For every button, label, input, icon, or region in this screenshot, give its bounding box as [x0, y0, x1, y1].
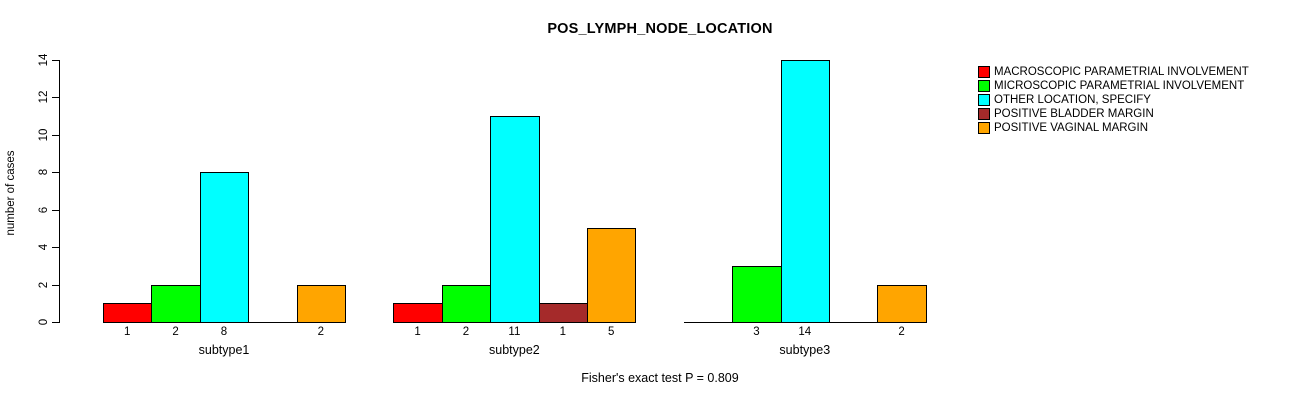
bar: [490, 116, 540, 323]
bar-value-label: 1: [414, 326, 421, 338]
bar: [877, 284, 927, 323]
y-axis-tick: [52, 172, 59, 174]
category-label: subtype3: [779, 343, 831, 357]
legend-label: POSITIVE VAGINAL MARGIN: [994, 122, 1149, 134]
y-axis-tick: [52, 134, 59, 136]
legend-item: OTHER LOCATION, SPECIFY: [978, 93, 1249, 107]
y-axis-tick: [52, 60, 59, 61]
bar: [199, 172, 250, 323]
bar-value-label: 14: [798, 326, 812, 338]
bar: [441, 284, 492, 323]
legend-label: MICROSCOPIC PARAMETRIAL INVOLVEMENT: [994, 80, 1245, 92]
y-tick-label: 10: [38, 128, 50, 142]
y-axis-line: [59, 60, 60, 323]
y-axis-tick: [52, 209, 59, 211]
legend-swatch: [978, 94, 990, 106]
legend-swatch: [978, 122, 990, 134]
bar-value-label: 5: [607, 326, 615, 338]
y-tick-label: 6: [38, 206, 50, 213]
y-axis-tick: [52, 284, 59, 286]
chart-title: POS_LYMPH_NODE_LOCATION: [547, 21, 773, 37]
bar-value-label: 2: [317, 326, 324, 338]
legend-item: MICROSCOPIC PARAMETRIAL INVOLVEMENT: [978, 79, 1249, 93]
y-tick-label: 8: [38, 169, 50, 176]
bar: [587, 228, 637, 323]
bar: [732, 265, 782, 323]
y-tick-label: 14: [38, 53, 50, 67]
category-label: subtype1: [198, 343, 250, 357]
y-tick-label: 2: [38, 281, 50, 288]
bar-value-label: 1: [559, 326, 566, 338]
bar-value-label: 1: [123, 326, 131, 338]
y-tick-label: 12: [38, 91, 50, 104]
legend-label: POSITIVE BLADDER MARGIN: [994, 108, 1154, 120]
category-label: subtype2: [489, 343, 540, 357]
bar-value-label: 11: [508, 326, 521, 338]
bar-value-label: 8: [220, 326, 228, 338]
bar: [780, 60, 830, 323]
y-axis-tick: [52, 247, 59, 249]
legend-item: POSITIVE VAGINAL MARGIN: [978, 121, 1249, 135]
bar-value-label: 2: [462, 326, 470, 338]
legend-item: POSITIVE BLADDER MARGIN: [978, 107, 1249, 121]
legend-swatch: [978, 66, 990, 78]
legend-swatch: [978, 80, 990, 92]
bar-value-label: 2: [898, 326, 905, 338]
bar-value-label: 3: [753, 326, 760, 338]
footer-annotation: Fisher's exact test P = 0.809: [581, 371, 739, 385]
y-axis-tick: [52, 97, 59, 99]
legend-label: OTHER LOCATION, SPECIFY: [994, 94, 1151, 106]
bar: [151, 284, 201, 323]
y-axis-tick: [52, 322, 59, 323]
legend: MACROSCOPIC PARAMETRIAL INVOLVEMENT MICRO…: [978, 65, 1249, 135]
bar: [538, 303, 588, 323]
legend-swatch: [978, 108, 990, 120]
legend-label: MACROSCOPIC PARAMETRIAL INVOLVEMENT: [994, 66, 1249, 78]
bar: [393, 303, 443, 323]
bar-value-label: 2: [172, 326, 179, 338]
bar: [296, 284, 346, 323]
bar: [103, 303, 153, 323]
y-tick-label: 4: [38, 243, 50, 251]
y-tick-label: 0: [38, 318, 50, 326]
legend-item: MACROSCOPIC PARAMETRIAL INVOLVEMENT: [978, 65, 1249, 79]
